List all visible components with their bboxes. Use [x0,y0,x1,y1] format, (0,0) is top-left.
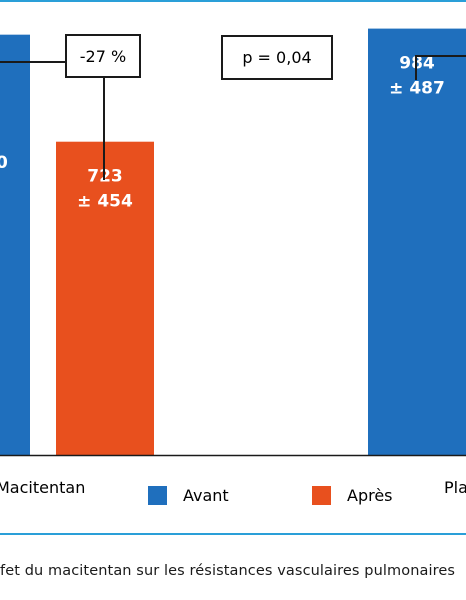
legend-label-apres: Après [347,486,393,505]
bar-avant-placebo [368,28,466,455]
pvalue-label: p = 0,04 [242,48,311,67]
data-label-macitentan-avant-cropped: 0 [0,153,8,173]
legend-swatch-avant [148,486,167,505]
legend-label-avant: Avant [183,486,229,505]
pvalue-box [221,35,333,80]
data-label-placebo-0-0: 984 [399,54,435,74]
bar-aprs-macitentan [56,141,154,455]
category-label-placebo: Placebo [444,478,466,497]
pvalue-bracket [415,55,466,80]
data-label-placebo-0-1: ± 487 [389,79,445,99]
change-label: -27 % [80,47,126,66]
data-label-macitentan-1-1: ± 454 [77,192,133,212]
category-label-macitentan: Macitentan [0,478,85,497]
bottom-rule [0,533,466,535]
bar-avant-macitentan [0,34,30,456]
legend-swatch-apres [312,486,331,505]
top-rule [0,0,466,2]
change-box [65,34,141,78]
figure-caption: fet du macitentan sur les résistances va… [0,563,456,579]
